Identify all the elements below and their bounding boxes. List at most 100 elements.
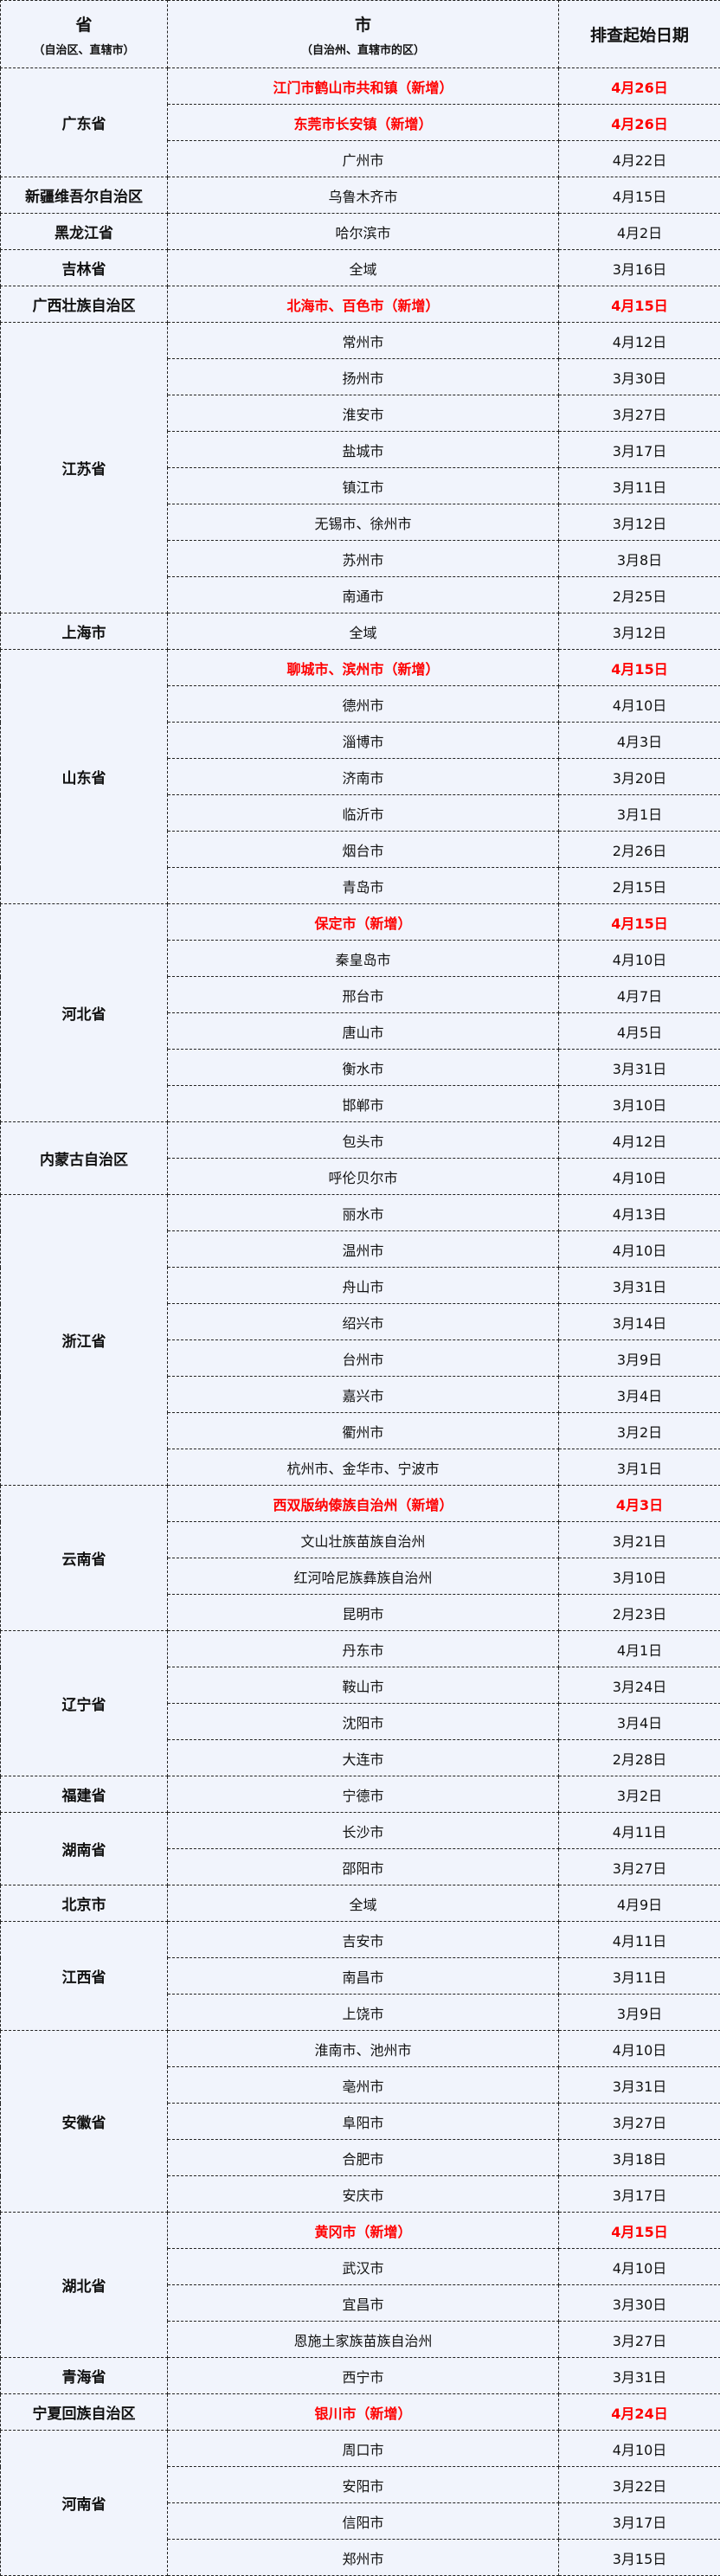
province-cell: 湖南省 — [1, 1813, 168, 1885]
date-cell: 4月10日 — [559, 2431, 720, 2467]
city-cell: 西双版纳傣族自治州（新增） — [168, 1486, 559, 1522]
date-cell: 3月14日 — [559, 1304, 720, 1340]
city-cell: 上饶市 — [168, 1995, 559, 2031]
date-cell: 4月10日 — [559, 1231, 720, 1268]
city-cell: 沈阳市 — [168, 1704, 559, 1740]
date-cell: 4月10日 — [559, 2249, 720, 2285]
province-cell: 新疆维吾尔自治区 — [1, 177, 168, 214]
city-cell: 江门市鹤山市共和镇（新增） — [168, 68, 559, 105]
city-cell: 无锡市、徐州市 — [168, 504, 559, 541]
province-cell: 安徽省 — [1, 2031, 168, 2213]
date-cell: 4月15日 — [559, 650, 720, 686]
date-cell: 3月30日 — [559, 2285, 720, 2322]
date-cell: 2月15日 — [559, 868, 720, 904]
date-cell: 3月9日 — [559, 1340, 720, 1377]
date-cell: 4月15日 — [559, 904, 720, 941]
city-cell: 淮安市 — [168, 395, 559, 432]
province-cell: 湖北省 — [1, 2213, 168, 2358]
city-cell: 长沙市 — [168, 1813, 559, 1849]
province-header-title: 省 — [1, 12, 167, 35]
date-cell: 4月15日 — [559, 286, 720, 323]
date-cell: 3月27日 — [559, 1849, 720, 1885]
city-cell: 台州市 — [168, 1340, 559, 1377]
province-cell: 广东省 — [1, 68, 168, 177]
city-cell: 常州市 — [168, 323, 559, 359]
date-cell: 4月24日 — [559, 2394, 720, 2431]
province-cell: 吉林省 — [1, 250, 168, 286]
date-cell: 4月26日 — [559, 105, 720, 141]
date-cell: 3月17日 — [559, 2503, 720, 2540]
date-cell: 3月11日 — [559, 1958, 720, 1995]
date-cell: 3月24日 — [559, 1667, 720, 1704]
date-cell: 3月27日 — [559, 2322, 720, 2358]
city-cell: 镇江市 — [168, 468, 559, 504]
date-cell: 2月23日 — [559, 1595, 720, 1631]
city-cell: 亳州市 — [168, 2067, 559, 2104]
province-cell: 内蒙古自治区 — [1, 1122, 168, 1195]
city-cell: 秦皇岛市 — [168, 941, 559, 977]
date-cell: 3月18日 — [559, 2140, 720, 2176]
date-cell: 3月10日 — [559, 1086, 720, 1122]
city-cell: 红河哈尼族彝族自治州 — [168, 1558, 559, 1595]
city-cell: 包头市 — [168, 1122, 559, 1159]
date-cell: 4月15日 — [559, 177, 720, 214]
province-header: 省 （自治区、直辖市） — [1, 1, 168, 68]
date-cell: 3月21日 — [559, 1522, 720, 1558]
city-cell: 丹东市 — [168, 1631, 559, 1667]
date-cell: 3月31日 — [559, 2067, 720, 2104]
province-cell: 辽宁省 — [1, 1631, 168, 1776]
date-cell: 2月28日 — [559, 1740, 720, 1776]
city-cell: 唐山市 — [168, 1013, 559, 1050]
city-cell: 武汉市 — [168, 2249, 559, 2285]
city-cell: 温州市 — [168, 1231, 559, 1268]
city-cell: 扬州市 — [168, 359, 559, 395]
date-cell: 3月8日 — [559, 541, 720, 577]
province-cell: 福建省 — [1, 1776, 168, 1813]
city-cell: 苏州市 — [168, 541, 559, 577]
date-cell: 4月12日 — [559, 323, 720, 359]
city-cell: 昆明市 — [168, 1595, 559, 1631]
date-cell: 2月26日 — [559, 832, 720, 868]
city-cell: 衢州市 — [168, 1413, 559, 1449]
city-cell: 南昌市 — [168, 1958, 559, 1995]
city-cell: 邢台市 — [168, 977, 559, 1013]
date-cell: 3月4日 — [559, 1377, 720, 1413]
city-cell: 哈尔滨市 — [168, 214, 559, 250]
city-cell: 淄博市 — [168, 723, 559, 759]
province-cell: 江苏省 — [1, 323, 168, 613]
city-cell: 信阳市 — [168, 2503, 559, 2540]
date-cell: 4月12日 — [559, 1122, 720, 1159]
city-cell: 乌鲁木齐市 — [168, 177, 559, 214]
date-cell: 4月11日 — [559, 1922, 720, 1958]
date-cell: 3月1日 — [559, 1449, 720, 1486]
date-cell: 4月11日 — [559, 1813, 720, 1849]
city-cell: 保定市（新增） — [168, 904, 559, 941]
date-cell: 3月17日 — [559, 432, 720, 468]
city-cell: 安阳市 — [168, 2467, 559, 2503]
header-row: 省 （自治区、直辖市） 市 （自治州、直辖市的区） 排查起始日期 — [1, 1, 720, 68]
city-cell: 恩施土家族苗族自治州 — [168, 2322, 559, 2358]
province-cell: 青海省 — [1, 2358, 168, 2394]
date-cell: 4月26日 — [559, 68, 720, 105]
date-cell: 4月13日 — [559, 1195, 720, 1231]
city-cell: 北海市、百色市（新增） — [168, 286, 559, 323]
date-cell: 3月2日 — [559, 1413, 720, 1449]
date-cell: 3月31日 — [559, 1050, 720, 1086]
city-header: 市 （自治州、直辖市的区） — [168, 1, 559, 68]
table-row: 宁夏回族自治区银川市（新增）4月24日 — [1, 2394, 720, 2431]
city-cell: 邯郸市 — [168, 1086, 559, 1122]
date-cell: 4月9日 — [559, 1885, 720, 1922]
city-cell: 西宁市 — [168, 2358, 559, 2394]
city-header-sub: （自治州、直辖市的区） — [168, 41, 558, 57]
date-cell: 4月10日 — [559, 2031, 720, 2067]
